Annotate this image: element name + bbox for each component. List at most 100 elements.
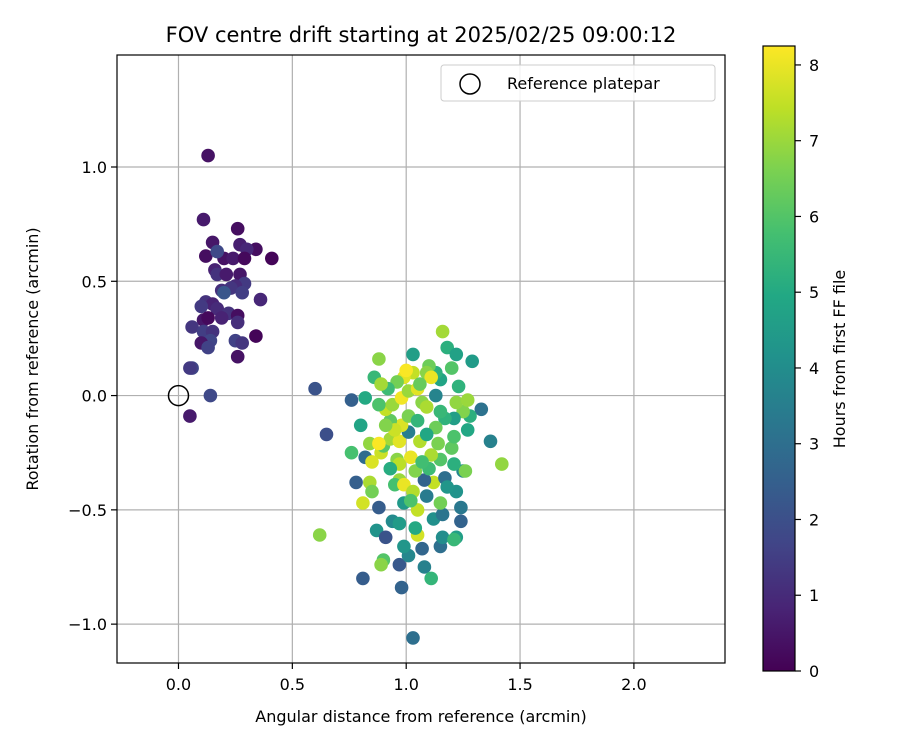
data-point [449,347,464,362]
y-tick-label: 0.0 [82,387,107,406]
data-point [235,285,249,300]
data-point [230,221,245,236]
data-point [312,528,327,542]
data-point [460,423,475,437]
data-point [413,377,427,391]
data-point [435,507,450,522]
data-point [372,436,386,451]
data-point [408,521,423,535]
data-point [424,370,439,385]
colorbar: 0 1 2 3 4 5 6 7 8 Hours from first FF file [762,45,849,681]
data-point [392,516,407,531]
data-point [447,457,461,471]
data-point [372,500,386,515]
y-tick-label: 0.5 [82,272,107,291]
x-tick-label: 2.0 [621,675,646,694]
data-point [392,557,407,572]
data-point [474,402,489,417]
data-point [249,329,263,343]
data-point [214,311,229,325]
colorbar-label: Hours from first FF file [830,270,849,449]
colorbar-gradient [762,45,796,672]
data-point [217,285,231,300]
x-tick-label: 0.0 [166,675,191,694]
grid [117,55,725,663]
data-point [356,496,370,510]
data-point [194,299,209,314]
data-point [201,340,215,355]
data-point [235,336,249,350]
x-axis-label: Angular distance from reference (arcmin) [255,707,586,726]
data-point [358,391,373,405]
data-point [447,532,461,547]
colorbar-tick-label: 3 [809,435,819,454]
x-tick-label: 1.5 [507,675,532,694]
data-point [372,352,386,366]
data-point [435,324,450,339]
data-point [365,455,379,469]
legend-box [440,64,716,102]
data-point [404,493,418,508]
y-axis-ticks: −1.0 −0.5 0.0 0.5 1.0 [68,158,117,634]
data-point [399,363,414,378]
data-point [406,631,420,645]
plot-frame [116,54,726,664]
data-points [183,148,509,645]
data-point [378,418,393,433]
data-point [458,464,473,478]
data-point [410,413,425,428]
data-point [454,500,468,515]
y-tick-label: −0.5 [68,501,107,520]
data-point [230,349,245,364]
data-point [356,571,370,586]
data-point [460,393,475,407]
data-point [417,560,432,574]
data-point [185,320,199,334]
data-point [199,249,213,263]
colorbar-tick-label: 2 [809,510,819,529]
data-point [435,530,450,545]
data-point [419,489,434,503]
x-tick-label: 0.5 [280,675,305,694]
data-point [237,251,252,266]
data-point [226,251,240,266]
data-point [210,244,224,259]
data-point [196,212,211,227]
data-point [308,381,322,396]
data-point [253,292,268,307]
data-point [415,541,429,556]
y-tick-label: −1.0 [68,615,107,634]
colorbar-tick-label: 0 [809,662,819,681]
data-point [353,418,368,433]
data-point [374,377,388,391]
colorbar-tick-label: 6 [809,207,819,226]
data-point [183,409,197,423]
data-point [404,450,418,465]
colorbar-tick-label: 8 [809,56,819,75]
data-point [424,571,439,586]
data-point [397,539,411,554]
legend-label: Reference platepar [507,74,660,93]
colorbar-tick-label: 5 [809,283,819,302]
data-point [465,354,480,369]
colorbar-tick-label: 1 [809,586,819,605]
x-tick-label: 1.0 [393,675,418,694]
data-point [374,557,388,572]
data-point [319,427,334,442]
data-point [483,434,498,449]
data-point [419,427,434,442]
colorbar-ticks: 0 1 2 3 4 5 6 7 8 [795,56,819,681]
data-point [495,457,509,471]
data-point [203,388,218,403]
data-point [183,361,197,375]
data-point [451,379,466,394]
colorbar-tick-label: 7 [809,132,819,151]
data-point [344,393,359,407]
data-point [378,530,393,545]
data-point [349,475,363,490]
data-point [444,441,459,455]
chart-title: FOV centre drift starting at 2025/02/25 … [166,23,677,47]
data-point [449,395,464,410]
data-point [201,311,215,325]
